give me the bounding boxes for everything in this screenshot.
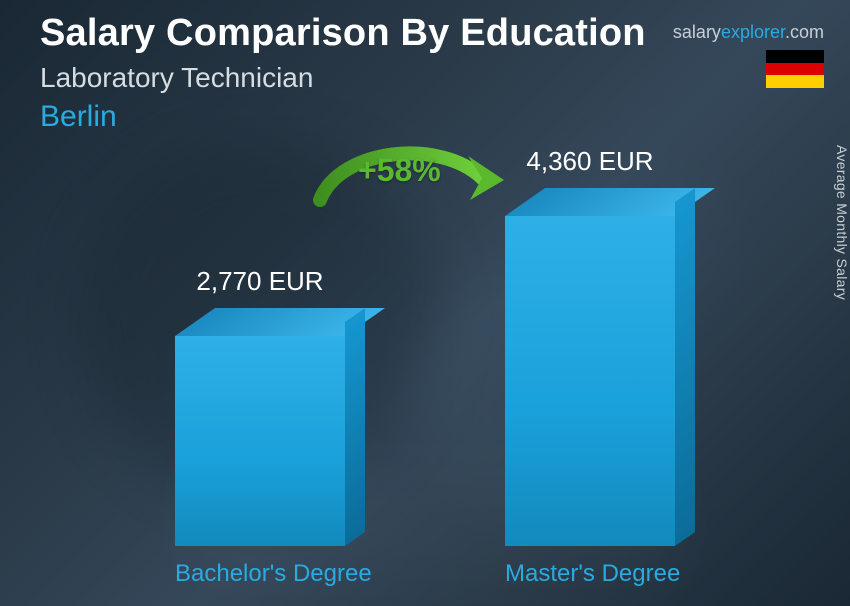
- bar-front-face: [505, 216, 675, 546]
- bar-side-face: [675, 188, 695, 546]
- bar-bachelors: 2,770 EURBachelor's Degree: [175, 336, 345, 546]
- infographic-canvas: Salary Comparison By Education Laborator…: [0, 0, 850, 606]
- bar-category-label: Bachelor's Degree: [175, 560, 345, 588]
- bar-category-label: Master's Degree: [505, 560, 675, 588]
- bar-side-face: [345, 308, 365, 546]
- bar-value-label: 2,770 EUR: [107, 266, 413, 297]
- bar-value-label: 4,360 EUR: [437, 146, 743, 177]
- bar-masters: 4,360 EURMaster's Degree: [505, 216, 675, 546]
- bar-front-face: [175, 336, 345, 546]
- bar-chart: +58% 2,770 EURBachelor's Degree4,360 EUR…: [0, 0, 850, 606]
- percent-increase-badge: +58%: [358, 152, 441, 189]
